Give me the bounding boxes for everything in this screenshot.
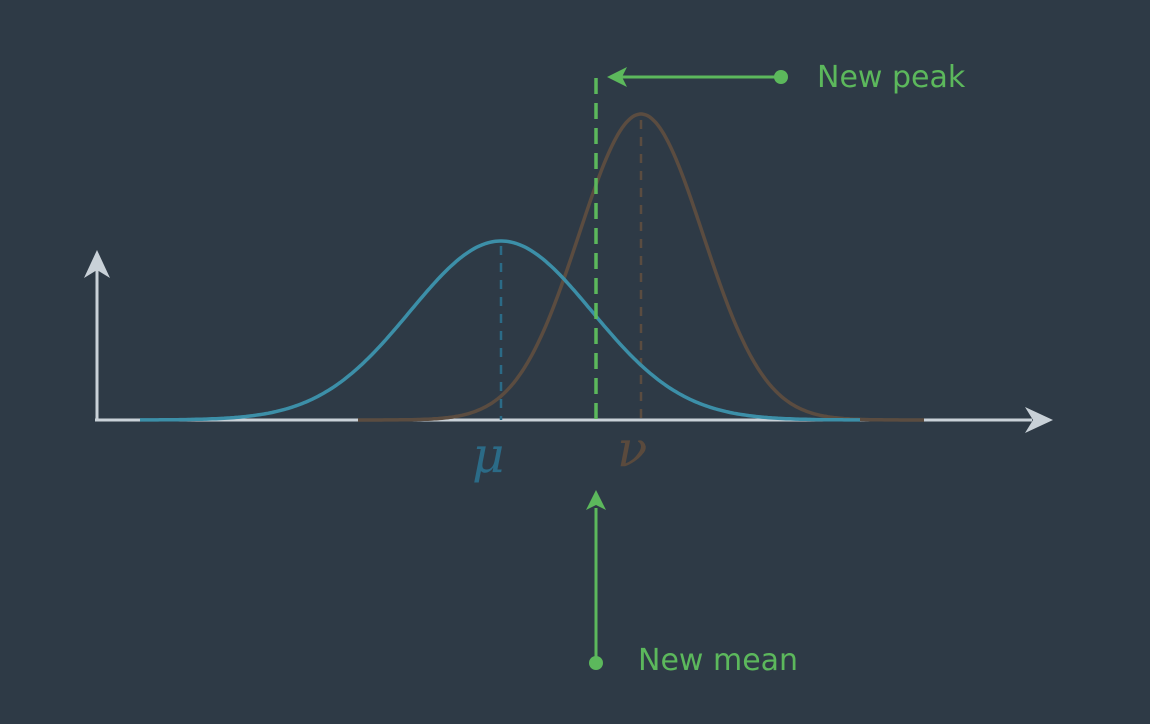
new-mean-label: New mean [638,643,798,678]
new-peak-dot-icon [774,70,788,84]
new-mean-dot-icon [589,656,603,670]
new-mean-arrowhead-icon [586,490,606,510]
mu-label: μ [472,426,505,484]
axes [84,250,1053,433]
x-axis-arrowhead-icon [1025,407,1053,433]
y-axis-arrowhead-icon [84,250,110,278]
new-mean-callout: New mean [586,490,798,678]
new-peak-callout: New peak [607,60,966,95]
new-peak-arrowhead-icon [607,67,627,87]
measurement-gaussian-curve [358,112,924,422]
nu-label: ν [617,420,647,478]
prior-gaussian-curve [140,239,860,422]
new-peak-label: New peak [817,60,966,95]
